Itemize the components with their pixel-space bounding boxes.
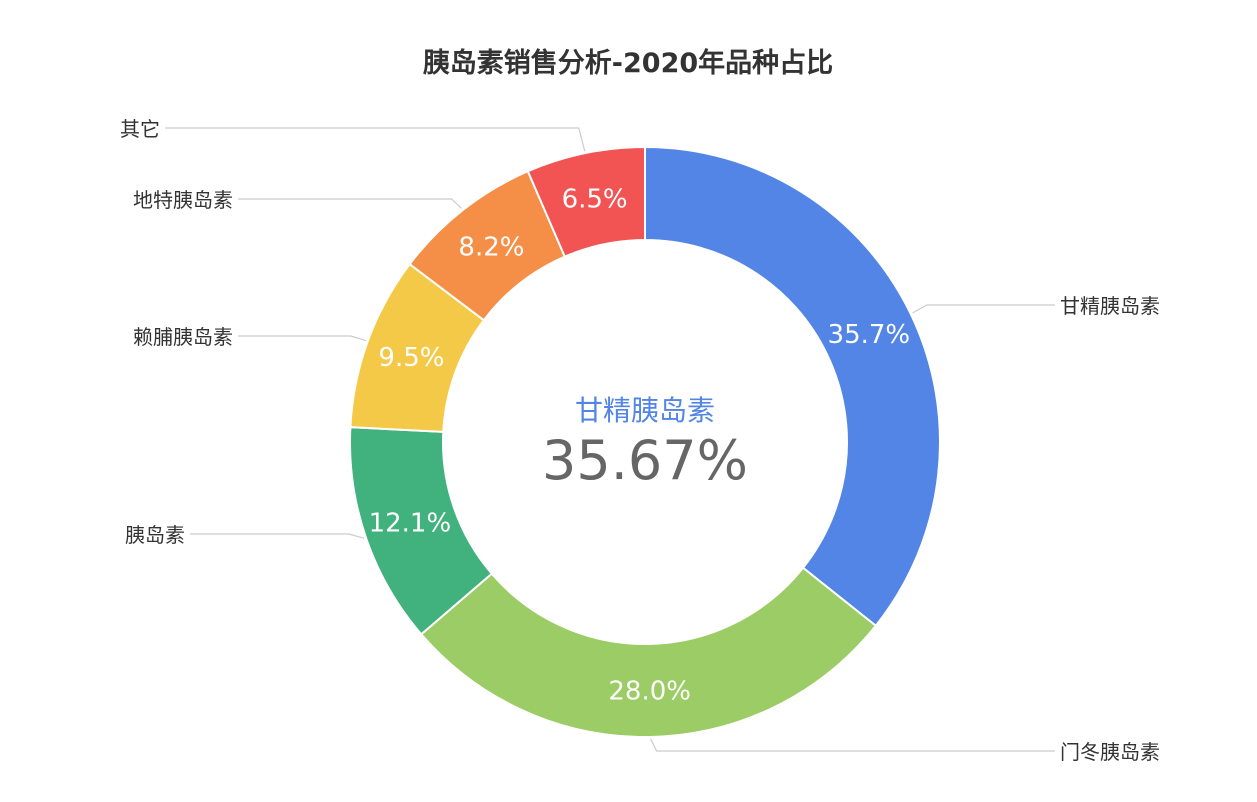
slice-percent-label: 12.1%: [369, 508, 452, 538]
pie-slice[interactable]: [526, 145, 646, 258]
leader-line: [650, 738, 1055, 752]
pie-slice[interactable]: [419, 566, 878, 738]
slice-percent-label: 35.7%: [828, 320, 911, 350]
slice-percent-label: 28.0%: [608, 676, 691, 706]
slice-name-label: 地特胰岛素: [133, 188, 233, 212]
center-value-label: 35.67%: [542, 429, 748, 492]
slice-percent-label: 6.5%: [562, 185, 628, 215]
pie-slice[interactable]: [644, 145, 941, 628]
chart-title: 胰岛素销售分析-2020年品种占比: [423, 47, 833, 79]
slice-percent-label: 8.2%: [458, 233, 524, 263]
leader-line: [238, 335, 367, 342]
slice-name-label: 门冬胰岛素: [1060, 740, 1160, 764]
slice-name-label: 胰岛素: [125, 523, 185, 547]
slice-name-label: 其它: [120, 117, 160, 141]
center-name-label: 甘精胰岛素: [575, 394, 715, 427]
slices-layer: [349, 145, 941, 738]
slice-name-label: 甘精胰岛素: [1060, 294, 1160, 318]
leader-lines: [165, 127, 1055, 752]
leader-line: [190, 533, 365, 539]
leader-line: [165, 127, 586, 152]
leader-line: [238, 198, 462, 209]
inner-labels: 35.7% 28.0% 12.1% 9.5% 8.2% 6.5%: [369, 185, 911, 707]
slice-name-label: 赖脯胰岛素: [133, 325, 233, 349]
leader-line: [912, 304, 1055, 314]
slice-percent-label: 9.5%: [378, 343, 444, 373]
